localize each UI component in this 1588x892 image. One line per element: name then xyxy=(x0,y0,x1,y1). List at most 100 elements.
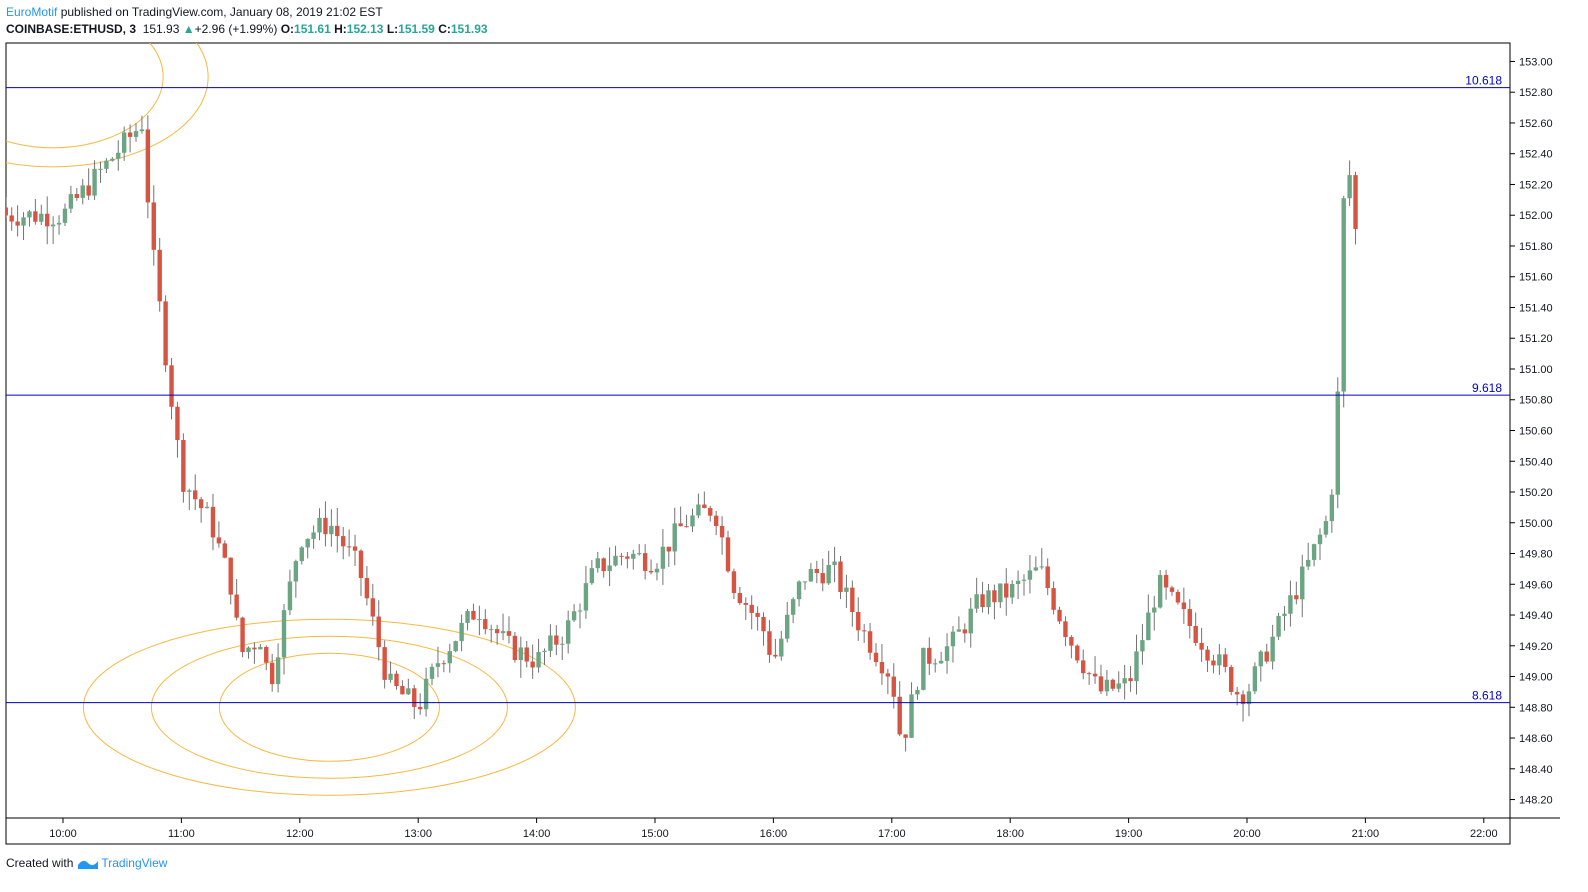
candle xyxy=(725,530,731,573)
x-tick-label: 22:00 xyxy=(1470,828,1498,840)
candle-body-down xyxy=(269,662,275,685)
candle xyxy=(690,508,695,532)
candle xyxy=(548,624,553,658)
candle xyxy=(1021,574,1027,596)
candle xyxy=(838,555,843,600)
tradingview-link[interactable]: TradingView xyxy=(101,856,168,870)
candle-body-up xyxy=(447,651,452,664)
candle-body-up xyxy=(1116,683,1121,689)
candle-body-up xyxy=(305,538,310,548)
candle-body-up xyxy=(909,694,914,738)
high-value: 152.13 xyxy=(346,22,384,36)
y-tick-label: 151.00 xyxy=(1519,364,1553,376)
candle-body-down xyxy=(346,546,352,548)
y-tick-label: 152.60 xyxy=(1519,118,1553,130)
candle xyxy=(459,614,464,652)
candle xyxy=(1063,616,1068,647)
candle xyxy=(678,506,683,527)
candle-body-up xyxy=(1246,691,1252,705)
candle xyxy=(696,493,701,519)
candle-body-up xyxy=(785,614,790,639)
candle-body-down xyxy=(755,612,760,617)
candle xyxy=(157,238,162,312)
candle-body-up xyxy=(690,515,695,527)
candle xyxy=(814,560,820,584)
candle-body-down xyxy=(927,647,932,664)
candle-body-up xyxy=(565,620,571,644)
candle xyxy=(50,216,56,244)
candle xyxy=(1282,606,1287,631)
candle xyxy=(1323,515,1329,538)
candle-body-up xyxy=(1152,607,1157,613)
candle-body-up xyxy=(779,638,784,657)
candle-body-up xyxy=(435,663,441,667)
candle xyxy=(1057,606,1062,625)
candle xyxy=(885,668,891,695)
candle xyxy=(1252,662,1258,695)
candle-body-down xyxy=(1092,673,1098,677)
candle xyxy=(441,660,447,673)
y-tick-label: 150.00 xyxy=(1519,518,1553,530)
candle xyxy=(388,661,393,683)
candle-body-down xyxy=(891,676,896,697)
y-tick-label: 151.60 xyxy=(1519,272,1553,284)
candle-body-down xyxy=(352,546,358,551)
candle xyxy=(642,544,648,580)
candle-body-down xyxy=(873,652,879,663)
candle-body-up xyxy=(518,647,524,661)
candle xyxy=(1270,624,1275,670)
candle-body-up xyxy=(104,160,109,169)
candle xyxy=(1276,612,1281,641)
candle xyxy=(287,569,293,616)
candle-body-up xyxy=(595,558,600,569)
candle-body-up xyxy=(423,678,429,710)
candle-body-up xyxy=(577,610,583,612)
candle xyxy=(127,124,133,153)
candle xyxy=(1163,569,1169,600)
x-tick-label: 15:00 xyxy=(641,828,669,840)
author-link[interactable]: EuroMotif xyxy=(6,5,58,19)
candle-body-down xyxy=(861,630,867,632)
y-tick-label: 149.40 xyxy=(1519,610,1553,622)
plot-area xyxy=(6,43,1358,796)
candle-body-up xyxy=(1323,521,1329,535)
candle-body-down xyxy=(642,553,648,571)
published-text: published on TradingView.com, January 08… xyxy=(60,5,383,19)
candle-body-down xyxy=(15,221,20,226)
candle xyxy=(654,563,660,581)
y-tick-label: 149.60 xyxy=(1519,579,1553,591)
low-value: 151.59 xyxy=(398,22,435,36)
candle-body-up xyxy=(62,208,68,223)
candle-body-down xyxy=(1199,642,1204,650)
candle-body-down xyxy=(879,662,885,674)
candle-body-down xyxy=(323,517,328,535)
candle xyxy=(1223,647,1228,673)
y-tick-label: 148.60 xyxy=(1519,733,1553,745)
candle xyxy=(198,496,204,523)
candle-body-up xyxy=(1288,595,1293,614)
candle-body-down xyxy=(400,686,405,695)
candle xyxy=(915,686,920,700)
candle xyxy=(571,604,577,622)
candle-body-down xyxy=(157,249,162,302)
candle xyxy=(601,557,606,578)
candle xyxy=(1140,623,1145,665)
candle-body-down xyxy=(980,594,985,608)
y-tick-label: 153.00 xyxy=(1519,56,1553,68)
candle-body-down xyxy=(530,661,535,668)
candle-body-down xyxy=(554,635,559,645)
candle xyxy=(1004,568,1009,616)
candle xyxy=(666,546,672,567)
candle xyxy=(1033,556,1039,572)
candle xyxy=(767,619,772,663)
candle xyxy=(228,557,233,605)
candle xyxy=(1175,589,1181,605)
candle-body-up xyxy=(1027,570,1033,580)
candle-body-down xyxy=(1045,566,1050,589)
level-label: 9.618 xyxy=(1472,381,1502,395)
candle-body-up xyxy=(293,561,299,582)
candle-body-down xyxy=(761,616,766,632)
candle xyxy=(1246,683,1252,717)
x-tick-label: 14:00 xyxy=(523,828,551,840)
